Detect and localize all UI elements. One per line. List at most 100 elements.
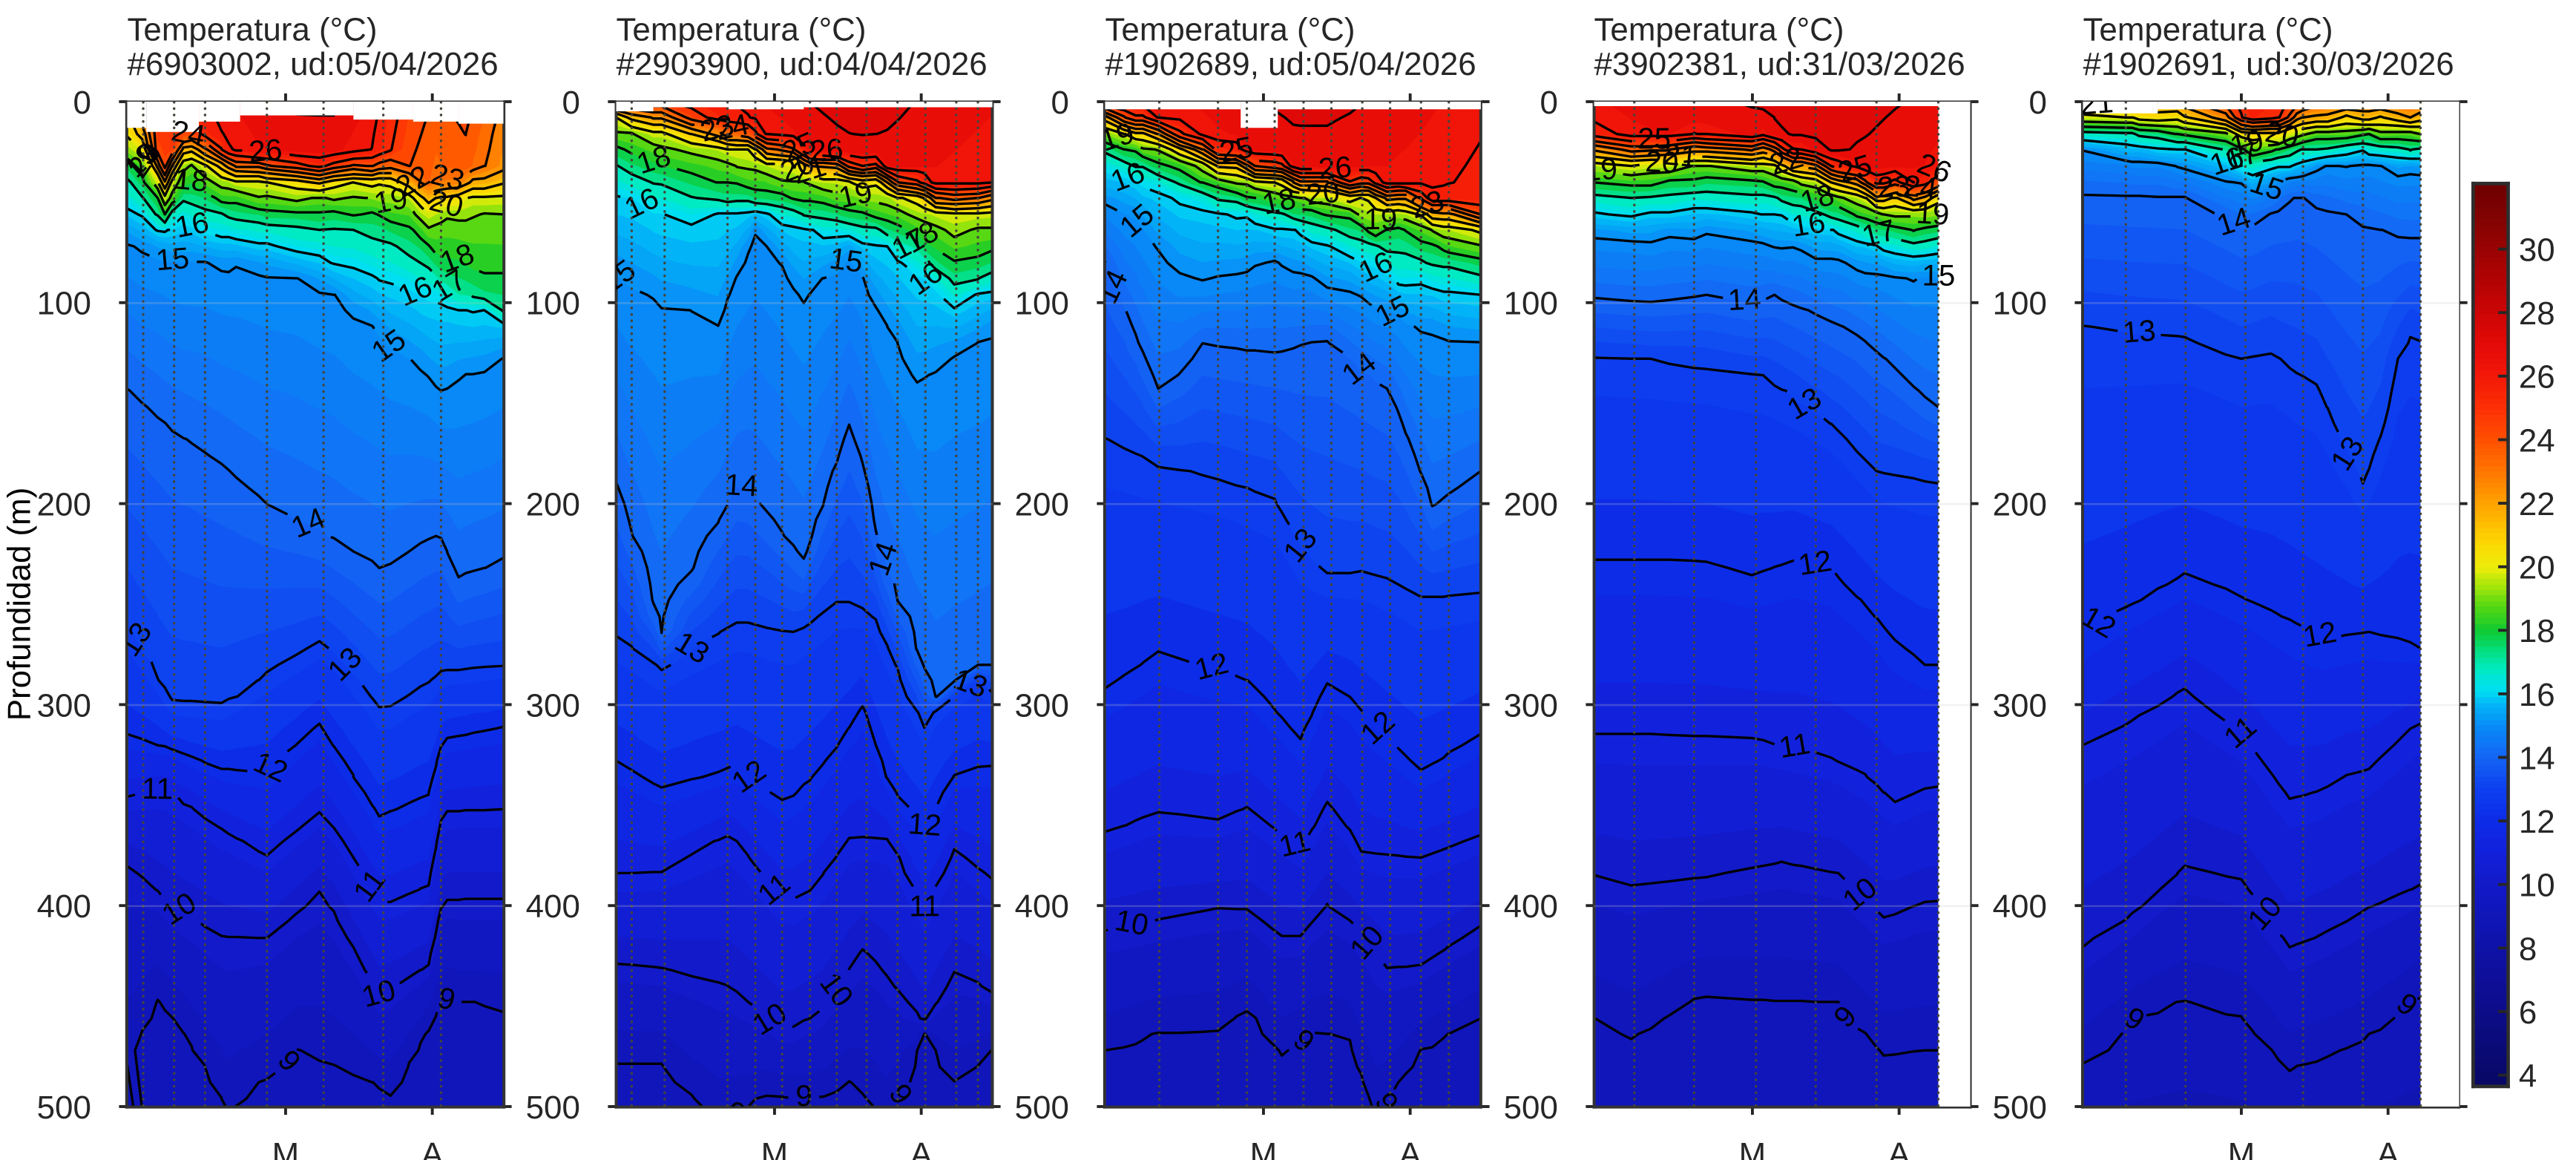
svg-text:400: 400 (1504, 888, 1558, 925)
svg-text:Temperatura (°C): Temperatura (°C) (1594, 11, 1844, 47)
svg-text:100: 100 (1015, 286, 1069, 322)
svg-text:18: 18 (174, 162, 210, 198)
svg-text:11: 11 (142, 772, 173, 805)
svg-text:19: 19 (1583, 151, 1618, 188)
svg-text:11: 11 (1776, 727, 1813, 764)
svg-text:14: 14 (2519, 740, 2555, 776)
svg-text:300: 300 (526, 687, 580, 724)
svg-text:20: 20 (1645, 145, 1679, 180)
svg-text:10: 10 (1112, 903, 1151, 943)
svg-text:15: 15 (827, 241, 864, 279)
svg-text:20: 20 (426, 183, 467, 224)
svg-text:100: 100 (526, 286, 580, 322)
svg-text:16: 16 (1790, 205, 1827, 243)
svg-text:300: 300 (1504, 687, 1558, 724)
svg-text:A: A (421, 1136, 444, 1160)
svg-text:25: 25 (1217, 130, 1256, 169)
svg-text:300: 300 (1015, 687, 1069, 724)
svg-text:15: 15 (154, 241, 190, 277)
svg-text:A: A (1399, 1136, 1422, 1160)
svg-text:19: 19 (1915, 196, 1950, 232)
svg-text:M: M (1739, 1136, 1767, 1160)
svg-text:18: 18 (2519, 613, 2555, 649)
svg-text:400: 400 (1993, 888, 2047, 925)
svg-text:12: 12 (907, 807, 943, 842)
svg-text:M: M (761, 1136, 789, 1160)
svg-text:20: 20 (2519, 550, 2555, 586)
svg-text:200: 200 (37, 487, 91, 523)
svg-text:26: 26 (809, 132, 844, 168)
svg-text:Temperatura (°C): Temperatura (°C) (2083, 11, 2333, 47)
svg-text:10: 10 (2519, 868, 2555, 904)
svg-text:11: 11 (1275, 824, 1313, 864)
svg-text:23: 23 (1876, 169, 1911, 204)
svg-text:0: 0 (1540, 85, 1557, 121)
svg-text:26: 26 (2519, 359, 2555, 396)
svg-text:200: 200 (1504, 487, 1558, 523)
svg-text:4: 4 (2519, 1058, 2537, 1095)
svg-text:400: 400 (1015, 888, 1069, 925)
svg-text:100: 100 (37, 286, 91, 322)
svg-text:300: 300 (37, 687, 91, 724)
svg-text:M: M (1250, 1136, 1278, 1160)
svg-text:26: 26 (248, 133, 283, 168)
svg-text:17: 17 (1859, 213, 1899, 253)
svg-text:#1902689, ud:05/04/2026: #1902689, ud:05/04/2026 (1105, 46, 1476, 82)
svg-text:22: 22 (2519, 486, 2555, 522)
svg-text:Temperatura (°C): Temperatura (°C) (1105, 11, 1355, 47)
svg-text:200: 200 (526, 487, 580, 523)
svg-text:13: 13 (2121, 314, 2157, 350)
svg-text:26: 26 (1317, 150, 1353, 186)
svg-text:0: 0 (562, 85, 579, 121)
svg-text:#6903002, ud:05/04/2026: #6903002, ud:05/04/2026 (128, 46, 499, 82)
svg-text:23: 23 (697, 108, 737, 148)
svg-text:200: 200 (1015, 487, 1069, 523)
svg-text:28: 28 (2519, 295, 2555, 332)
svg-text:21: 21 (2079, 85, 2115, 121)
svg-text:6: 6 (2519, 994, 2537, 1031)
svg-text:500: 500 (1993, 1089, 2047, 1126)
svg-text:19: 19 (835, 174, 875, 214)
svg-text:12: 12 (2519, 804, 2555, 840)
svg-text:8: 8 (2519, 931, 2537, 967)
svg-text:23: 23 (427, 157, 468, 198)
svg-text:500: 500 (1504, 1089, 1558, 1126)
svg-text:A: A (910, 1136, 933, 1160)
svg-text:A: A (1888, 1136, 1910, 1160)
svg-text:19: 19 (2227, 123, 2267, 163)
svg-text:0: 0 (73, 85, 91, 121)
svg-text:9: 9 (795, 1079, 812, 1113)
svg-text:Temperatura (°C): Temperatura (°C) (128, 11, 378, 47)
svg-text:M: M (2228, 1136, 2255, 1160)
svg-text:12: 12 (1796, 544, 1834, 582)
svg-text:M: M (272, 1136, 300, 1160)
svg-text:Temperatura (°C): Temperatura (°C) (617, 11, 867, 47)
svg-text:500: 500 (526, 1089, 580, 1126)
svg-text:#1902691, ud:30/03/2026: #1902691, ud:30/03/2026 (2083, 46, 2454, 82)
svg-text:20: 20 (2262, 115, 2301, 154)
svg-text:16: 16 (2519, 677, 2555, 713)
svg-text:400: 400 (37, 888, 91, 925)
svg-text:0: 0 (1051, 85, 1068, 121)
svg-text:A: A (2377, 1136, 2399, 1160)
svg-text:18: 18 (1259, 182, 1298, 221)
svg-text:100: 100 (1504, 286, 1558, 322)
svg-text:12: 12 (2301, 615, 2339, 654)
svg-text:24: 24 (1902, 168, 1939, 206)
svg-text:#3902381, ud:31/03/2026: #3902381, ud:31/03/2026 (1594, 46, 1965, 82)
svg-text:24: 24 (2519, 422, 2555, 459)
svg-text:0: 0 (2028, 85, 2046, 121)
svg-text:24: 24 (712, 108, 752, 148)
svg-text:14: 14 (724, 468, 759, 503)
svg-text:300: 300 (1993, 687, 2047, 724)
svg-text:30: 30 (2519, 232, 2555, 269)
svg-text:25: 25 (1637, 122, 1671, 155)
svg-text:21: 21 (1662, 137, 1698, 174)
svg-text:12: 12 (1192, 646, 1232, 687)
svg-text:24: 24 (168, 114, 208, 153)
svg-text:500: 500 (1015, 1089, 1069, 1126)
svg-text:19: 19 (1364, 203, 1397, 236)
svg-text:20: 20 (1304, 175, 1341, 212)
svg-text:19: 19 (372, 181, 410, 220)
svg-text:14: 14 (1727, 282, 1762, 317)
